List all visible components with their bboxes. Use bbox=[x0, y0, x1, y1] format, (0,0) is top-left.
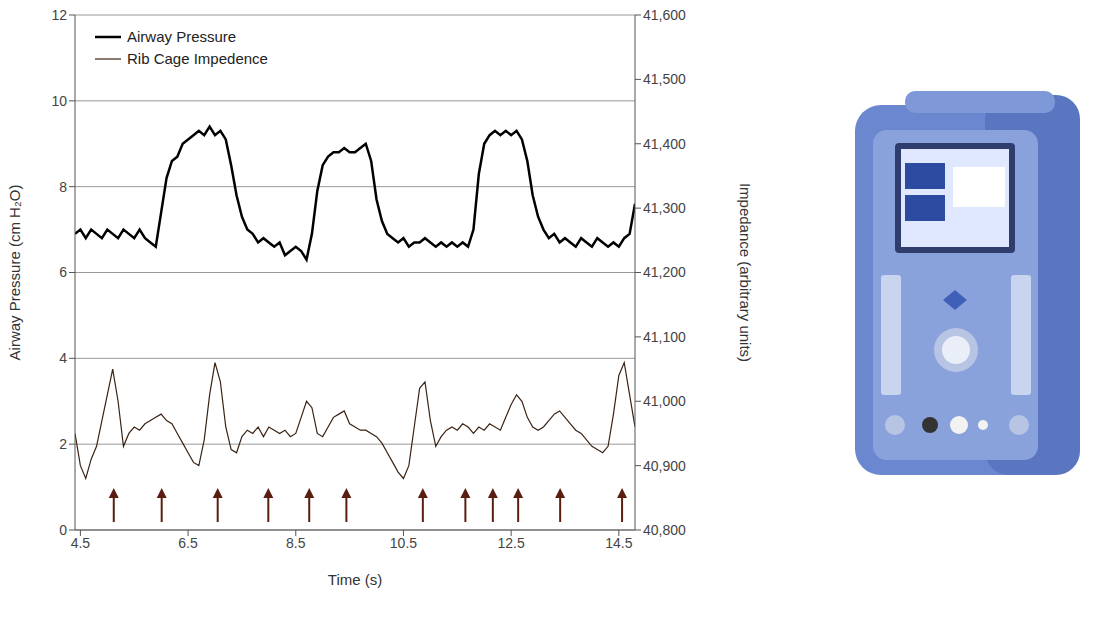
svg-text:8: 8 bbox=[59, 179, 67, 195]
svg-text:0: 0 bbox=[59, 522, 67, 538]
svg-text:41,200: 41,200 bbox=[643, 264, 686, 280]
svg-text:41,300: 41,300 bbox=[643, 200, 686, 216]
svg-text:41,500: 41,500 bbox=[643, 71, 686, 87]
svg-text:12.5: 12.5 bbox=[498, 535, 525, 551]
svg-text:Impedance (arbitrary units): Impedance (arbitrary units) bbox=[737, 183, 754, 362]
svg-text:Time (s): Time (s) bbox=[328, 571, 382, 588]
html-text:Airway Pressure: Airway Pressure bbox=[127, 28, 237, 45]
svg-text:10.5: 10.5 bbox=[390, 535, 417, 551]
svg-text:8.5: 8.5 bbox=[286, 535, 306, 551]
svg-text:41,100: 41,100 bbox=[643, 329, 686, 345]
svg-text:2: 2 bbox=[59, 436, 67, 452]
svg-text:41,600: 41,600 bbox=[643, 7, 686, 23]
svg-text:40,800: 40,800 bbox=[643, 522, 686, 538]
html-text:Rib Cage Impedence: Rib Cage Impedence bbox=[127, 50, 268, 67]
svg-text:40,900: 40,900 bbox=[643, 458, 686, 474]
svg-text:4.5: 4.5 bbox=[71, 535, 91, 551]
svg-text:10: 10 bbox=[51, 93, 67, 109]
svg-text:41,000: 41,000 bbox=[643, 393, 686, 409]
svg-text:4: 4 bbox=[59, 350, 67, 366]
svg-text:12: 12 bbox=[51, 7, 67, 23]
svg-text:Airway Pressure (cm H₂O): Airway Pressure (cm H₂O) bbox=[6, 185, 23, 361]
svg-text:6: 6 bbox=[59, 264, 67, 280]
svg-text:6.5: 6.5 bbox=[178, 535, 198, 551]
svg-text:14.5: 14.5 bbox=[605, 535, 632, 551]
svg-text:41,400: 41,400 bbox=[643, 136, 686, 152]
